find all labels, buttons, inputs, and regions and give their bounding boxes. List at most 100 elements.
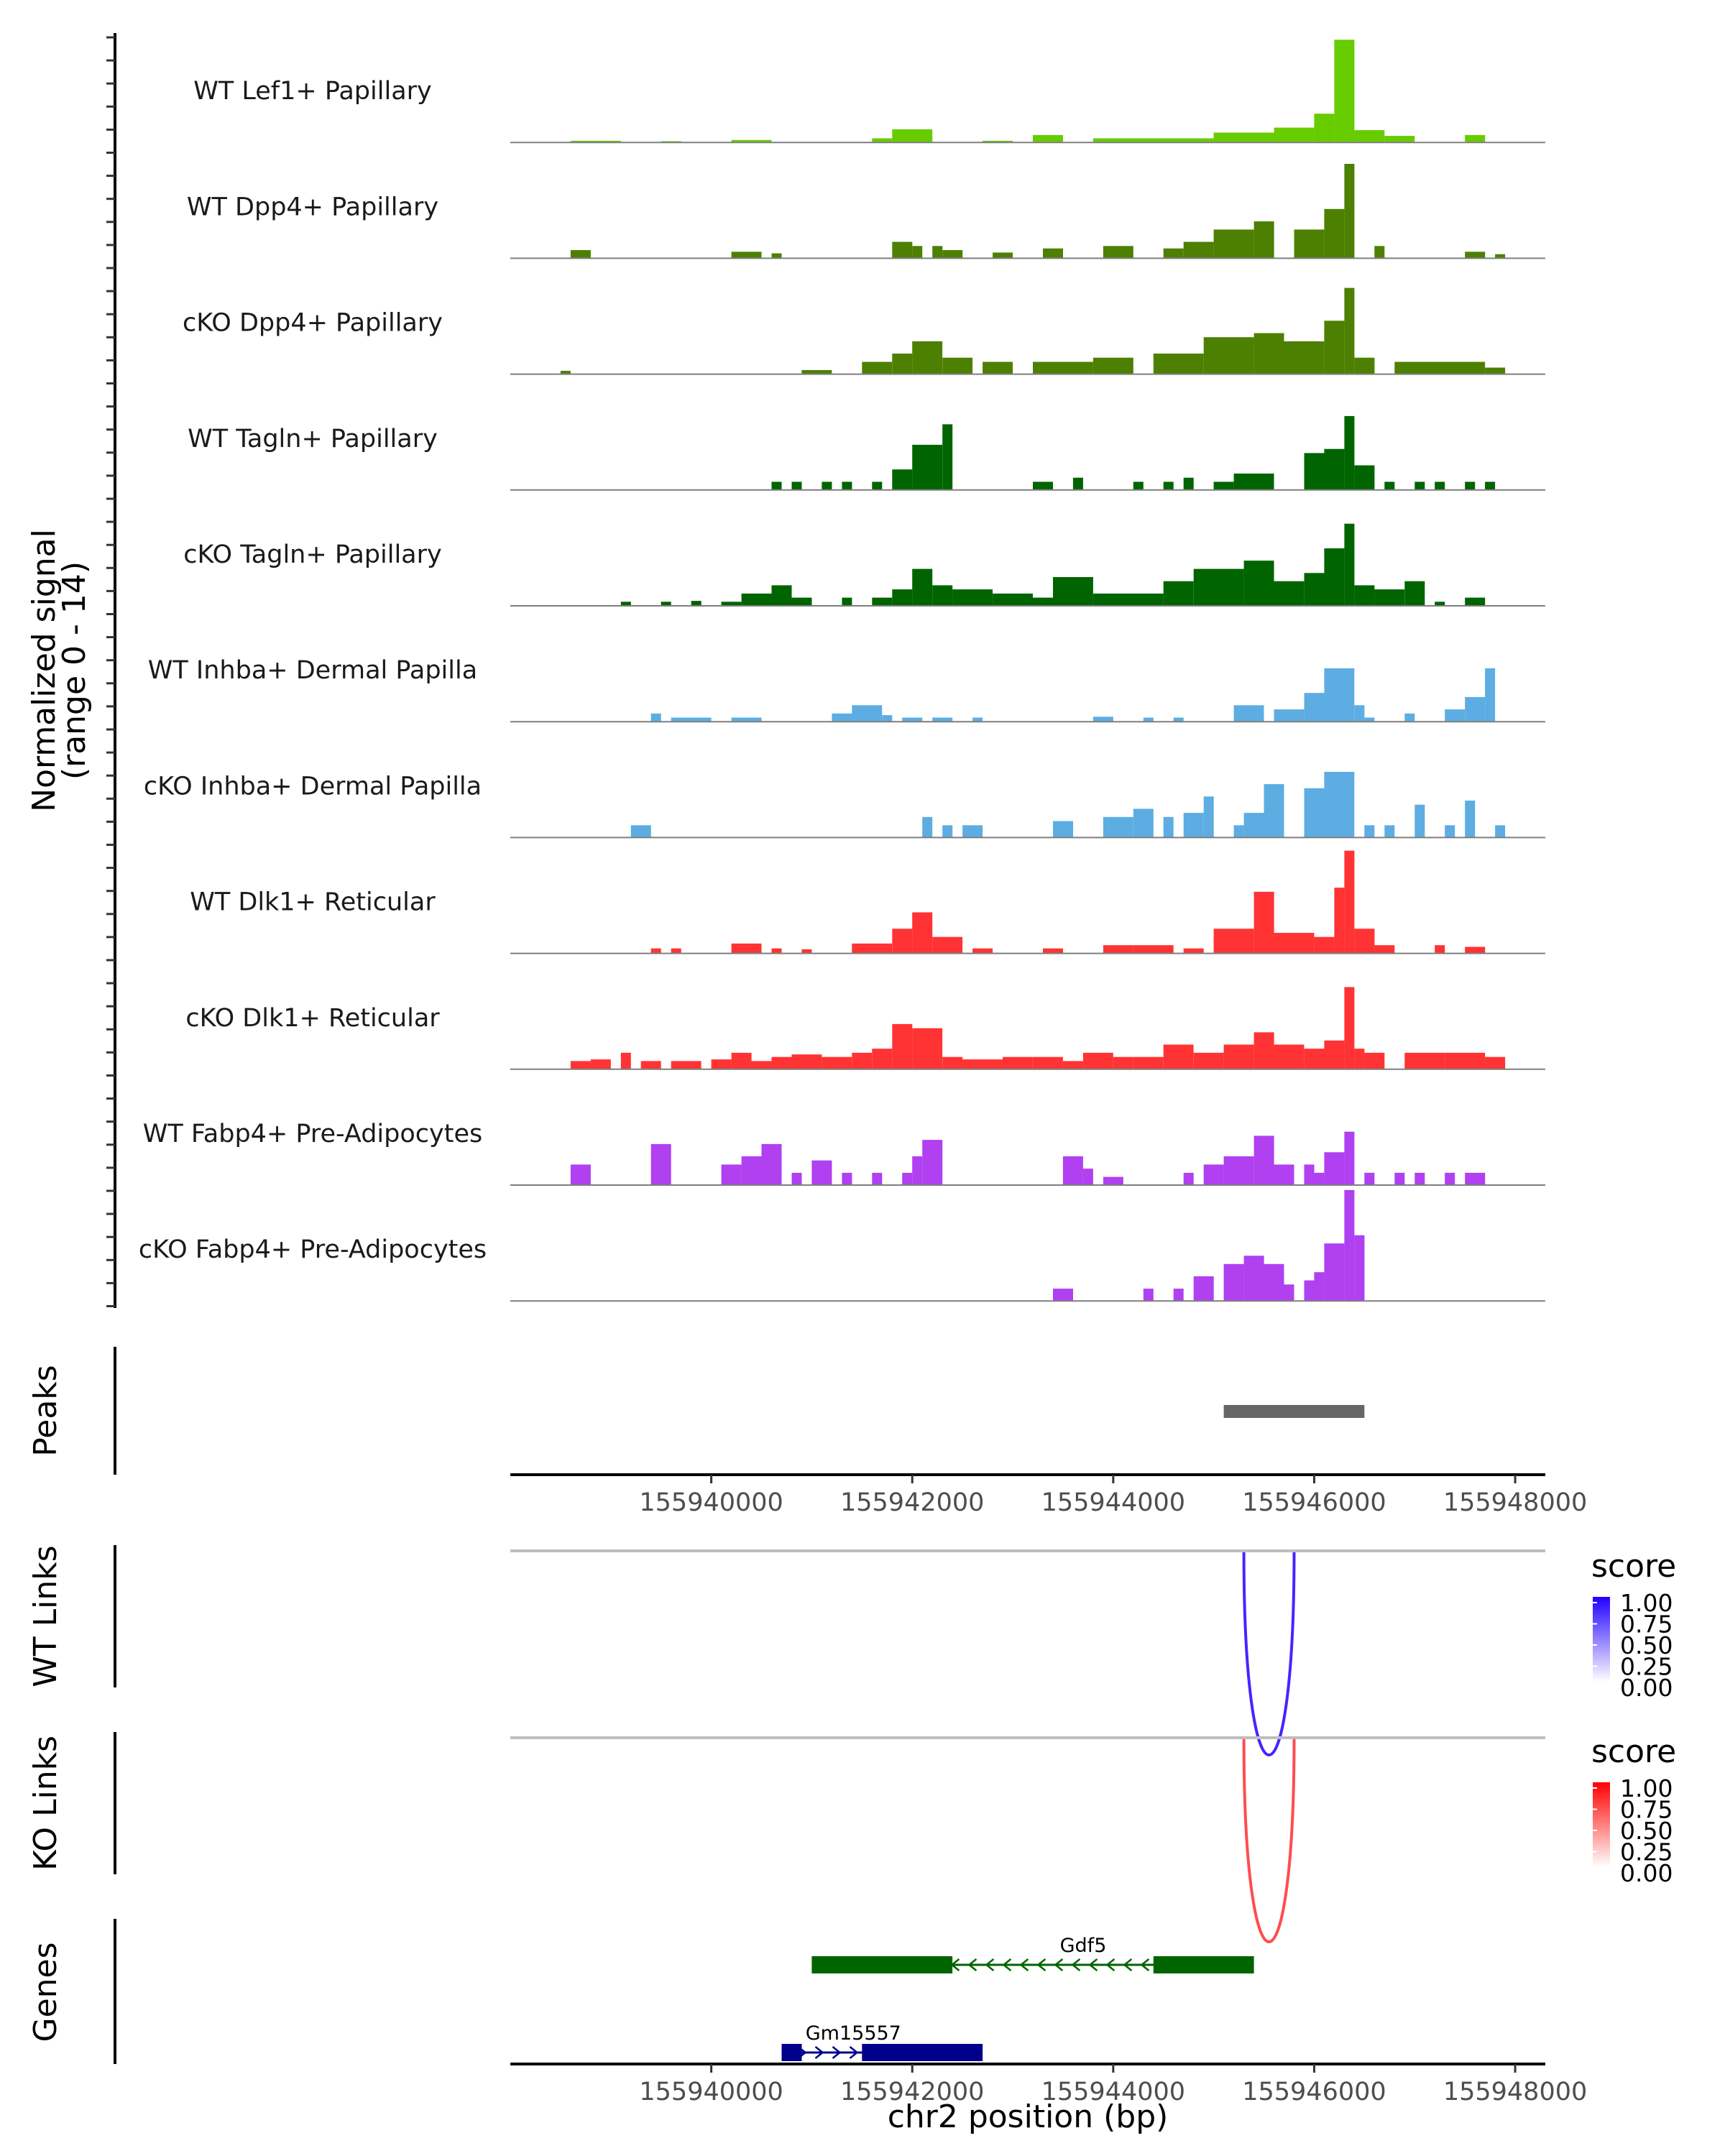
coverage-bar: [1344, 1189, 1355, 1302]
coverage-bar: [1163, 248, 1184, 259]
x-tick-label: 155940000: [639, 1488, 783, 1517]
coverage-bar: [832, 713, 852, 722]
coverage-bar: [1374, 945, 1395, 954]
coverage-bar: [731, 1052, 752, 1069]
coverage-bar: [993, 252, 1013, 259]
coverage-bar: [942, 424, 953, 490]
coverage-bar: [1113, 1056, 1133, 1069]
coverage-bar: [1082, 1052, 1113, 1069]
coverage-bar: [791, 1172, 802, 1185]
track-label: WT Fabp4+ Pre-Adipocytes: [143, 1120, 482, 1148]
coverage-bar: [711, 1059, 732, 1069]
coverage-bar: [570, 1061, 591, 1069]
x-tick-label: 155946000: [1242, 2078, 1386, 2106]
coverage-bar: [1033, 597, 1053, 606]
coverage-bar: [1324, 1243, 1345, 1302]
gene-exon: [781, 2044, 792, 2061]
x-axis-title: chr2 position (bp): [888, 2099, 1169, 2135]
coverage-bar: [1354, 585, 1375, 606]
coverage-bar: [972, 948, 993, 954]
x-axis-bottom: 155940000 155942000 155944000 155946000 1559…: [639, 2064, 1587, 2106]
coverage-bar: [1092, 138, 1214, 143]
coverage-bar: [892, 354, 913, 374]
coverage-bar: [1304, 788, 1325, 838]
track-label: cKO Inhba+ Dermal Papilla: [144, 772, 482, 801]
coverage-bar: [1092, 717, 1113, 722]
coverage-bar: [650, 1143, 671, 1185]
coverage-bar: [1254, 1032, 1274, 1069]
coverage-bar: [892, 241, 913, 259]
coverage-bar: [1062, 1061, 1083, 1069]
coverage-bar: [892, 589, 913, 606]
coverage-bar: [972, 717, 983, 722]
legend-tick-label: 0.00: [1620, 1674, 1673, 1702]
coverage-bar: [1053, 1289, 1073, 1302]
coverage-bar: [1213, 132, 1274, 143]
coverage-bar: [1043, 248, 1063, 259]
legend-tick-label: 0.75: [1620, 1796, 1673, 1824]
coverage-bar: [1053, 577, 1093, 606]
coverage-bar: [1344, 287, 1355, 374]
coverage-bar: [1465, 597, 1486, 606]
coverage-bar: [1334, 40, 1355, 143]
coverage-bar: [771, 253, 782, 259]
coverage-bar: [1274, 1164, 1294, 1185]
coverage-bar: [902, 717, 923, 722]
coverage-bar: [1163, 816, 1174, 838]
x-tick-label: 155946000: [1242, 1488, 1386, 1517]
coverage-bar: [962, 1059, 1003, 1069]
coverage-bar: [932, 936, 963, 954]
strand-arrow: [1036, 1958, 1046, 1971]
coverage-bar: [771, 1056, 792, 1069]
coverage-bar: [1103, 816, 1133, 838]
coverage-bar: [1465, 696, 1486, 722]
track-label: cKO Tagln+ Papillary: [183, 540, 442, 569]
x-tick-label: 155940000: [639, 2078, 783, 2106]
coverage-bar: [822, 1056, 852, 1069]
strand-arrow: [849, 2046, 859, 2059]
coverage-bar: [1213, 929, 1254, 954]
coverage-bar: [1284, 341, 1325, 374]
coverage-bar: [1254, 221, 1274, 259]
coverage-bar: [1354, 705, 1365, 722]
coverage-bar: [741, 593, 772, 606]
legend-tick-label: 1.00: [1620, 1589, 1673, 1617]
coverage-bar: [1053, 821, 1073, 838]
coverage-bar: [731, 139, 772, 143]
coverage-bar: [801, 369, 832, 374]
coverage-bar: [590, 1059, 611, 1069]
coverage-bar: [1264, 784, 1284, 838]
wt-legend-title: score: [1591, 1548, 1676, 1585]
coverage-bar: [801, 949, 812, 954]
coverage-bar: [852, 943, 893, 954]
coverage-bar: [1173, 1289, 1184, 1302]
coverage-bar: [1092, 357, 1133, 374]
coverage-bar: [1364, 825, 1375, 838]
coverage-bar: [560, 371, 571, 374]
wt-link-arc: [1242, 1552, 1296, 1756]
coverage-bar: [1163, 581, 1194, 606]
coverage-bar: [952, 589, 993, 606]
gene-Gdf5: Gdf5: [811, 1935, 1254, 1973]
track-label: cKO Dlk1+ Reticular: [185, 1004, 440, 1033]
coverage-bar: [570, 140, 621, 143]
coverage-bar: [852, 1052, 873, 1069]
strand-arrow: [1002, 1958, 1012, 1971]
coverage-bar: [1354, 929, 1375, 954]
ko-links-panel: KO Links score 1.000.750.500.250.00: [27, 1732, 1676, 1943]
coverage-bar: [1465, 801, 1476, 838]
strand-arrow: [814, 2046, 824, 2059]
coverage-bar: [1394, 361, 1486, 374]
coverage-bar: [671, 1061, 702, 1069]
ko-legend-title: score: [1591, 1733, 1676, 1770]
coverage-bar: [671, 717, 712, 722]
coverage-bar: [1254, 333, 1284, 374]
strand-arrow: [967, 1958, 978, 1971]
coverage-bar: [1193, 568, 1244, 606]
coverage-bar: [1243, 1256, 1264, 1302]
coverage-bar: [1203, 1164, 1224, 1185]
coverage-bar: [1304, 1049, 1325, 1069]
coverage-bar: [1163, 1044, 1194, 1069]
coverage-bar: [1254, 1135, 1274, 1185]
